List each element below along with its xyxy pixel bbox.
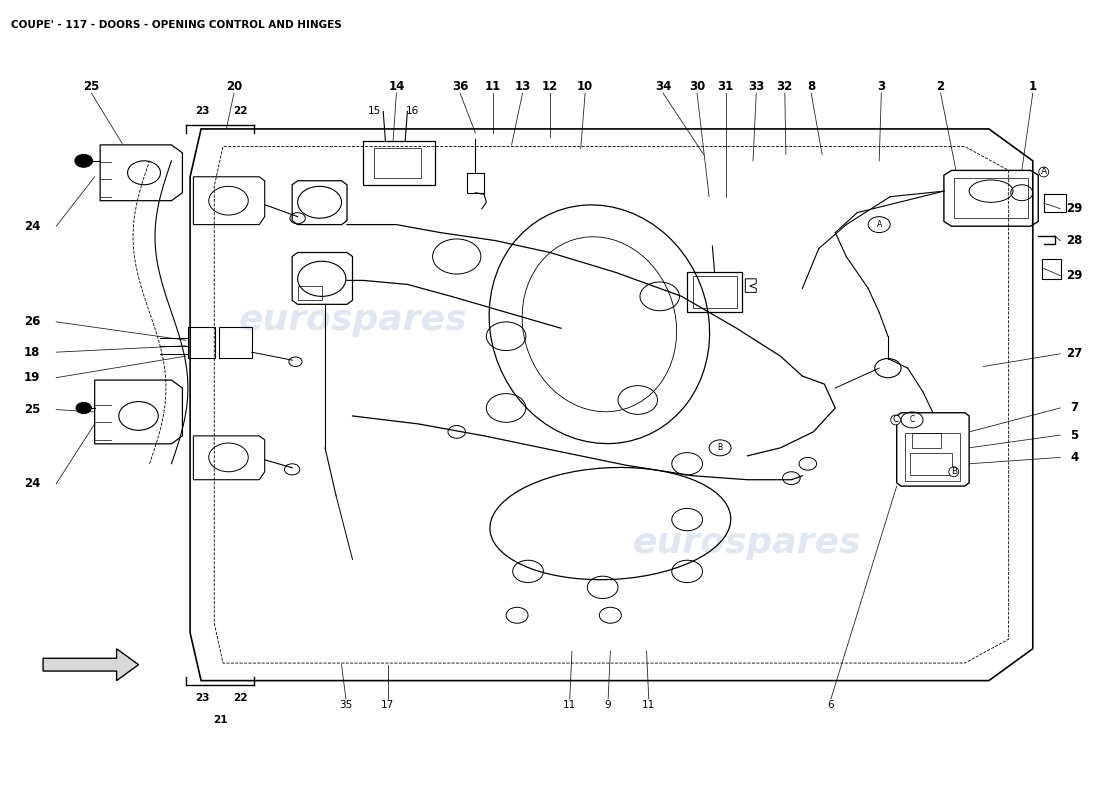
Bar xyxy=(954,178,1028,218)
Text: 7: 7 xyxy=(1070,402,1078,414)
Text: 34: 34 xyxy=(654,80,671,93)
Text: 24: 24 xyxy=(24,478,41,490)
Bar xyxy=(693,277,737,308)
Text: 4: 4 xyxy=(1070,451,1079,464)
Text: 14: 14 xyxy=(388,80,405,93)
Text: 22: 22 xyxy=(233,106,248,117)
Bar xyxy=(466,173,484,193)
Bar xyxy=(912,434,940,448)
Text: 32: 32 xyxy=(777,80,793,93)
Text: 1: 1 xyxy=(1028,80,1037,93)
Bar xyxy=(188,327,216,358)
Text: 22: 22 xyxy=(233,693,248,703)
Text: 11: 11 xyxy=(563,699,576,710)
Text: 25: 25 xyxy=(24,403,41,416)
Text: B: B xyxy=(950,467,957,476)
Text: 6: 6 xyxy=(827,699,834,710)
Bar xyxy=(1042,259,1062,279)
Text: 18: 18 xyxy=(24,346,41,358)
Text: 10: 10 xyxy=(578,80,593,93)
Text: 26: 26 xyxy=(24,315,41,328)
Text: 11: 11 xyxy=(485,80,502,93)
Circle shape xyxy=(76,402,91,414)
Text: C: C xyxy=(910,415,915,425)
Text: 25: 25 xyxy=(84,80,99,93)
Text: 29: 29 xyxy=(1066,202,1082,215)
Text: 29: 29 xyxy=(1066,269,1082,282)
Text: 15: 15 xyxy=(367,106,381,117)
Text: eurospares: eurospares xyxy=(634,526,861,561)
Text: eurospares: eurospares xyxy=(239,303,466,338)
Text: 23: 23 xyxy=(195,693,209,703)
Circle shape xyxy=(75,154,92,167)
Text: 13: 13 xyxy=(515,80,530,93)
Text: 28: 28 xyxy=(1066,234,1082,247)
Text: 17: 17 xyxy=(381,699,394,710)
Text: 36: 36 xyxy=(452,80,469,93)
Text: 20: 20 xyxy=(226,80,242,93)
Bar xyxy=(374,148,420,178)
Text: 16: 16 xyxy=(406,106,419,117)
Text: 8: 8 xyxy=(807,80,815,93)
Text: 5: 5 xyxy=(1070,429,1079,442)
Text: 19: 19 xyxy=(24,371,41,384)
Text: 3: 3 xyxy=(878,80,886,93)
Polygon shape xyxy=(43,649,139,681)
Bar xyxy=(363,141,434,185)
Text: 9: 9 xyxy=(605,699,612,710)
Text: C: C xyxy=(892,415,899,425)
Text: 30: 30 xyxy=(689,80,705,93)
Text: 35: 35 xyxy=(339,699,352,710)
Text: 27: 27 xyxy=(1066,347,1082,360)
Text: 21: 21 xyxy=(213,715,228,726)
Text: A: A xyxy=(877,220,882,229)
Text: 31: 31 xyxy=(717,80,734,93)
Bar xyxy=(910,453,952,475)
Text: COUPE' - 117 - DOORS - OPENING CONTROL AND HINGES: COUPE' - 117 - DOORS - OPENING CONTROL A… xyxy=(11,20,342,30)
Text: 23: 23 xyxy=(195,106,209,117)
Text: B: B xyxy=(717,443,723,452)
Bar xyxy=(688,273,742,312)
Bar xyxy=(905,434,960,482)
Text: 24: 24 xyxy=(24,220,41,233)
Text: 11: 11 xyxy=(642,699,656,710)
Text: A: A xyxy=(1041,167,1047,177)
Bar xyxy=(1044,194,1066,212)
Text: 2: 2 xyxy=(936,80,945,93)
Text: 33: 33 xyxy=(748,80,764,93)
Bar xyxy=(219,327,252,358)
Text: 12: 12 xyxy=(542,80,558,93)
Bar xyxy=(298,286,322,300)
